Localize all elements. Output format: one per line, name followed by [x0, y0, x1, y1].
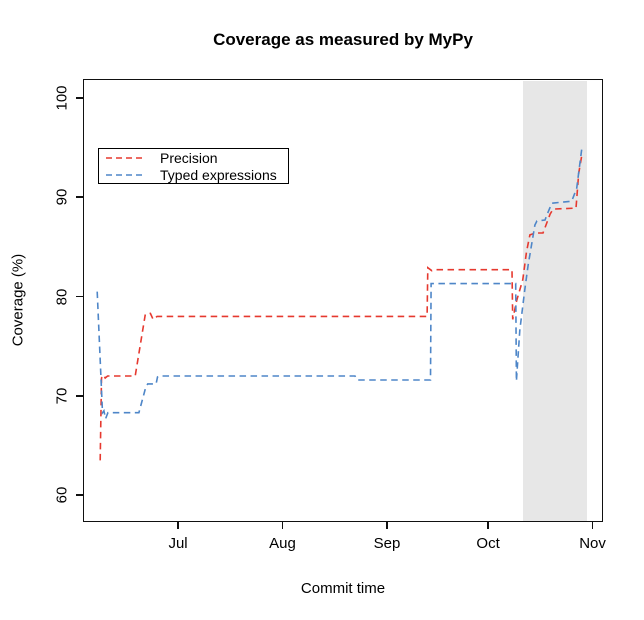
y-tick: [76, 494, 83, 496]
x-tick: [487, 522, 489, 529]
y-tick: [76, 196, 83, 198]
legend-label: Typed expressions: [160, 166, 277, 183]
x-tick: [281, 522, 284, 529]
legend-item-precision: Precision: [99, 150, 288, 166]
x-tick-label: Sep: [373, 535, 401, 552]
x-tick: [591, 522, 594, 529]
precision-line-sample: [106, 156, 146, 159]
y-tick-label: 60: [53, 486, 71, 504]
shaded-region: [522, 80, 587, 521]
x-tick-label: Jul: [168, 535, 188, 552]
y-tick-label: 100: [53, 85, 71, 111]
typed-expressions-line-sample: [106, 173, 146, 176]
x-tick-label: Oct: [476, 535, 500, 552]
y-tick-label: 90: [53, 188, 71, 206]
y-tick: [76, 295, 83, 298]
legend-item-typed-expressions: Typed expressions: [99, 167, 288, 183]
y-tick: [76, 97, 83, 99]
precision-line: [99, 153, 583, 461]
x-tick: [177, 522, 179, 529]
x-axis-title: Commit time: [300, 580, 386, 597]
x-tick-label: Aug: [269, 535, 296, 552]
chart-title: Coverage as measured by MyPy: [213, 30, 473, 49]
x-tick-label: Nov: [579, 535, 606, 552]
legend-label: Precision: [160, 149, 218, 166]
plot-frame: [83, 79, 603, 522]
typed-expressions-line: [96, 145, 585, 422]
x-tick: [386, 522, 388, 529]
y-tick: [76, 395, 83, 397]
y-axis-title: Coverage (%): [9, 253, 27, 347]
legend: Precision Typed expressions: [98, 148, 289, 184]
y-tick-label: 80: [53, 288, 71, 305]
y-tick-label: 70: [53, 387, 71, 405]
